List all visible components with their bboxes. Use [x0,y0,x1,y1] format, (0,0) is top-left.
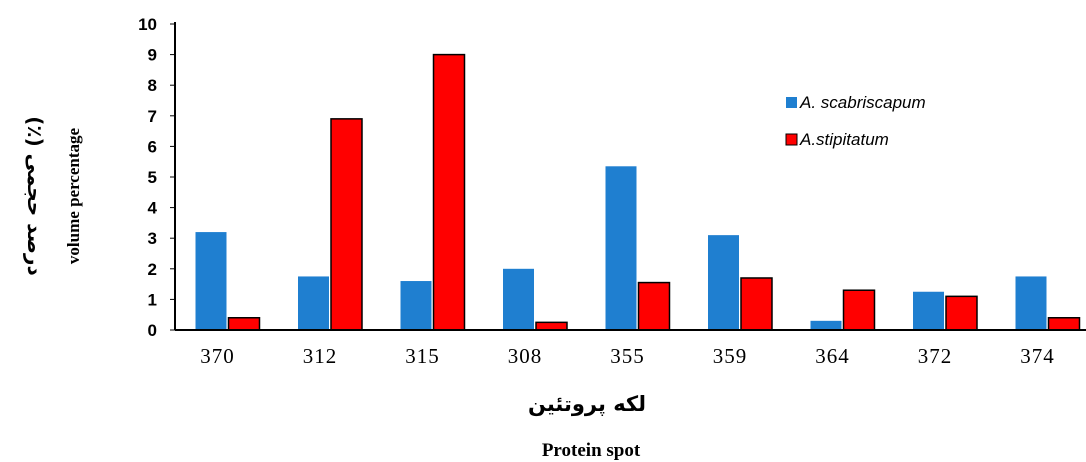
x-axis-ticks: 370 312 315 308 355 359 364 372 374 [200,344,1055,368]
y-tick-label: 5 [148,168,157,187]
bar-stipitatum-374 [1047,317,1081,331]
x-tick-label: 312 [303,344,338,368]
x-tick-label: 364 [815,344,850,368]
legend-label-stipitatum: A.stipitatum [799,130,889,149]
legend-swatch-scabriscapum [786,97,797,108]
bar-scabriscapum-374 [1015,276,1047,330]
legend: A. scabriscapum A.stipitatum [785,93,926,149]
x-tick-label: 374 [1020,344,1055,368]
y-axis-label-persian: درصد حجمی (٪) [23,116,47,276]
bar-scabriscapum-370 [195,232,227,330]
y-tick-label: 4 [148,199,158,218]
bar-stipitatum-312 [330,118,363,331]
x-tick-label: 372 [918,344,953,368]
y-tick-label: 1 [148,290,157,309]
bar-scabriscapum-359 [708,235,739,330]
x-tick-label: 308 [508,344,543,368]
y-tick-label: 8 [148,76,157,95]
x-tick-label: 359 [713,344,748,368]
x-tick-label: 315 [405,344,440,368]
y-tick-label: 2 [148,260,157,279]
y-tick-label: 10 [138,15,157,34]
bar-stipitatum-370 [227,317,261,331]
bar-stipitatum-355 [637,281,671,331]
y-axis-label-english: volume percentage [64,127,83,264]
y-tick-label: 6 [148,137,157,156]
bar-scabriscapum-308 [503,268,534,330]
x-tick-label: 355 [610,344,645,368]
x-tick-label: 370 [200,344,235,368]
bar-stipitatum-372 [945,295,978,331]
bars [195,53,1081,331]
bar-stipitatum-308 [535,321,568,331]
y-tick-label: 9 [148,46,157,65]
legend-label-scabriscapum: A. scabriscapum [799,93,926,112]
bar-scabriscapum-364 [810,320,842,330]
bar-stipitatum-315 [432,53,466,331]
bar-scabriscapum-315 [400,281,432,330]
bar-stipitatum-359 [740,277,773,331]
legend-swatch-stipitatum [785,133,798,146]
bar-scabriscapum-312 [298,276,329,330]
bar-scabriscapum-372 [913,291,944,330]
bar-stipitatum-364 [842,289,876,331]
y-tick-label: 0 [148,321,157,340]
y-tick-label: 7 [148,107,157,126]
y-axis-ticks: 0 1 2 3 4 5 6 7 8 9 10 [138,15,175,340]
x-axis-label-english: Protein spot [542,440,641,461]
x-axis-label-persian: لکه پروتئین [528,392,646,416]
y-tick-label: 3 [148,229,157,248]
bar-scabriscapum-355 [605,166,637,330]
